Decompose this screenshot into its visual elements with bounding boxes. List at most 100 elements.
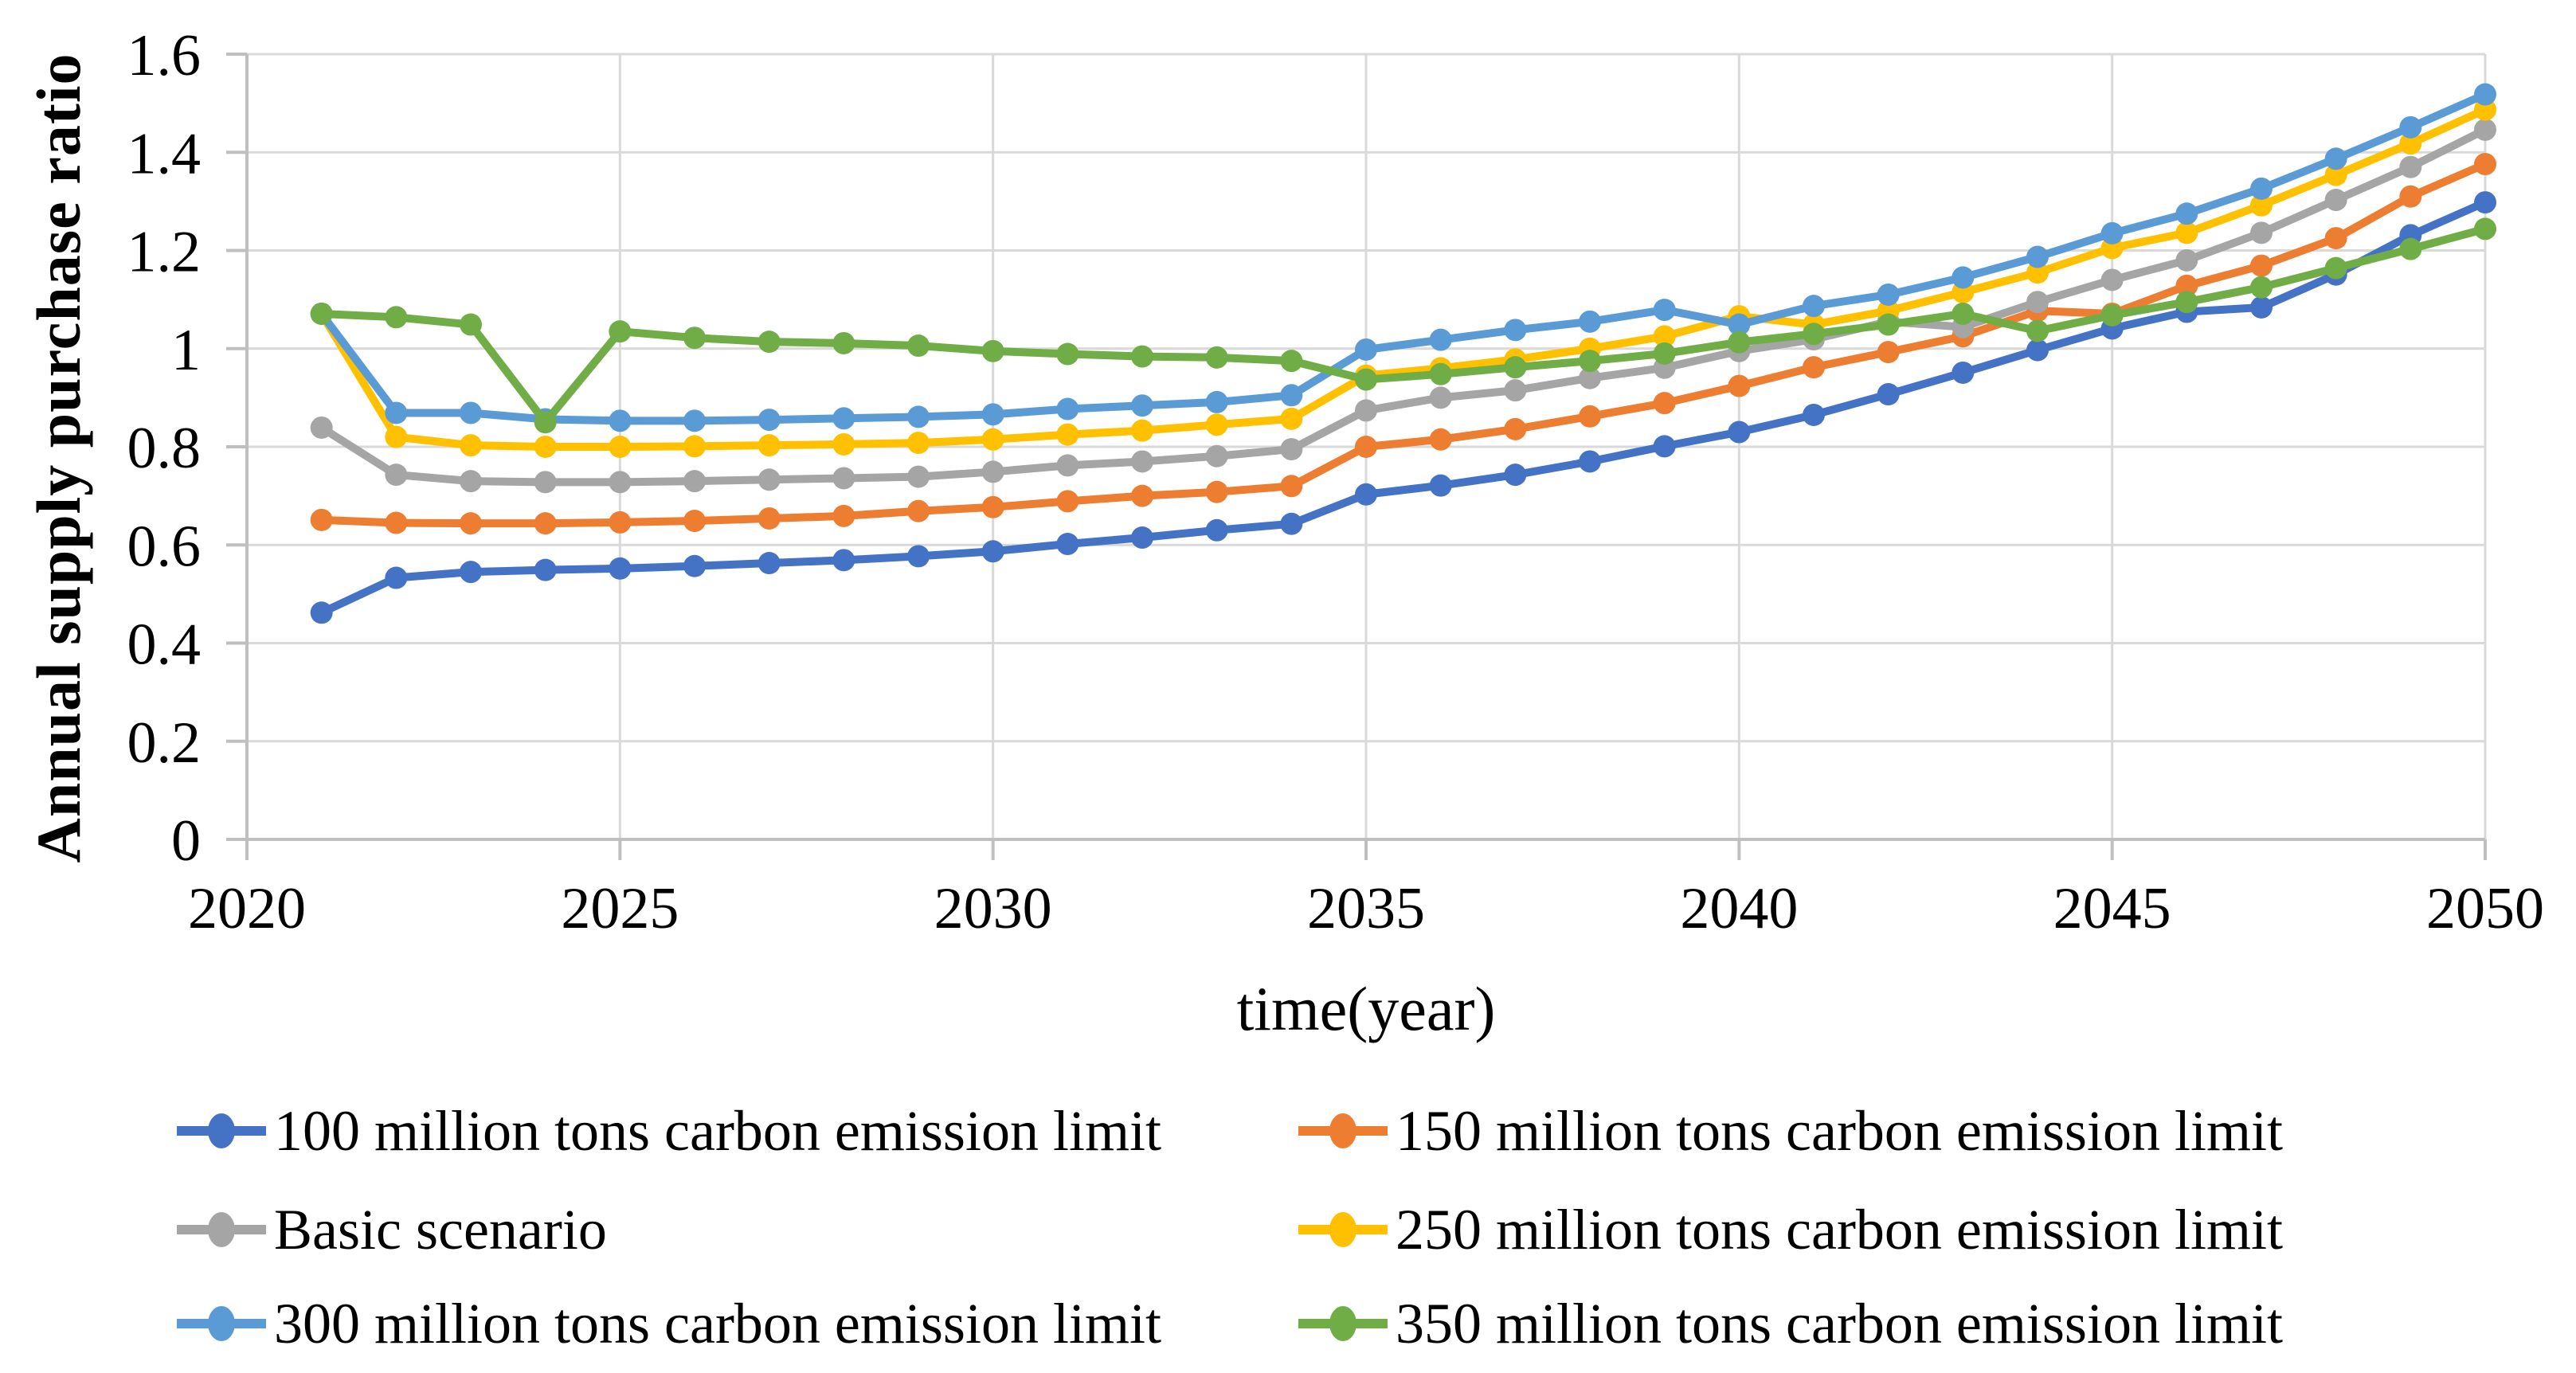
- data-point-250-million-tons-carbon-emission-limit-2039: [1653, 325, 1676, 348]
- data-point-150-million-tons-carbon-emission-limit-2032: [1131, 484, 1153, 507]
- data-point-250-million-tons-carbon-emission-limit-2026: [683, 435, 706, 458]
- data-point-350-million-tons-carbon-emission-limit-2034: [1280, 350, 1303, 373]
- data-point-100-million-tons-carbon-emission-limit-2035: [1355, 483, 1377, 506]
- data-point-150-million-tons-carbon-emission-limit-2022: [385, 511, 408, 534]
- data-point-250-million-tons-carbon-emission-limit-2031: [1056, 423, 1079, 446]
- data-point-100-million-tons-carbon-emission-limit-2026: [683, 554, 706, 577]
- data-point-150-million-tons-carbon-emission-limit-2036: [1429, 428, 1452, 451]
- axes: [226, 53, 2487, 860]
- data-point-300-million-tons-carbon-emission-limit-2038: [1579, 310, 1601, 333]
- data-point-350-million-tons-carbon-emission-limit-2029: [907, 334, 930, 358]
- data-point-basic-scenario-2035: [1355, 399, 1377, 422]
- data-point-100-million-tons-carbon-emission-limit-2034: [1280, 512, 1303, 535]
- data-point-150-million-tons-carbon-emission-limit-2028: [832, 504, 855, 527]
- data-point-350-million-tons-carbon-emission-limit-2033: [1205, 346, 1228, 369]
- y-tick-label-0.4: 0.4: [127, 612, 202, 678]
- series-line-350-million-tons-carbon-emission-limit: [317, 225, 2489, 427]
- data-point-300-million-tons-carbon-emission-limit-2044: [2026, 245, 2049, 268]
- data-point-basic-scenario-2029: [907, 465, 930, 488]
- data-point-250-million-tons-carbon-emission-limit-2047: [2250, 194, 2273, 217]
- data-point-300-million-tons-carbon-emission-limit-2023: [460, 401, 482, 424]
- data-point-150-million-tons-carbon-emission-limit-2050: [2474, 153, 2496, 176]
- data-point-350-million-tons-carbon-emission-limit-2023: [460, 313, 482, 336]
- data-point-350-million-tons-carbon-emission-limit-2028: [832, 331, 855, 354]
- y-tick-label-1: 1: [171, 318, 201, 383]
- data-point-350-million-tons-carbon-emission-limit-2026: [683, 327, 706, 350]
- data-point-150-million-tons-carbon-emission-limit-2042: [1877, 341, 1900, 364]
- data-point-100-million-tons-carbon-emission-limit-2028: [832, 549, 855, 572]
- data-point-300-million-tons-carbon-emission-limit-2042: [1877, 283, 1900, 306]
- data-point-150-million-tons-carbon-emission-limit-2033: [1205, 480, 1228, 503]
- x-tick-label-2040: 2040: [1680, 876, 1798, 941]
- y-tick-label-0: 0: [171, 808, 201, 874]
- data-point-350-million-tons-carbon-emission-limit-2041: [1803, 323, 1825, 346]
- data-point-100-million-tons-carbon-emission-limit-2023: [460, 561, 482, 584]
- data-point-350-million-tons-carbon-emission-limit-2025: [609, 320, 632, 343]
- data-point-100-million-tons-carbon-emission-limit-2042: [1877, 383, 1900, 406]
- data-point-350-million-tons-carbon-emission-limit-2043: [1952, 302, 1975, 325]
- data-point-350-million-tons-carbon-emission-limit-2038: [1579, 350, 1601, 373]
- data-point-150-million-tons-carbon-emission-limit-2026: [683, 510, 706, 533]
- y-tick-label-0.6: 0.6: [127, 514, 202, 579]
- series-100-million-tons-carbon-emission-limit: [310, 191, 2496, 624]
- data-point-250-million-tons-carbon-emission-limit-2027: [758, 434, 781, 457]
- data-point-300-million-tons-carbon-emission-limit-2050: [2474, 83, 2496, 106]
- data-point-100-million-tons-carbon-emission-limit-2044: [2026, 338, 2049, 362]
- data-point-250-million-tons-carbon-emission-limit-2030: [981, 428, 1004, 451]
- data-point-250-million-tons-carbon-emission-limit-2046: [2175, 221, 2198, 244]
- y-tick-label-1.6: 1.6: [127, 23, 202, 88]
- data-point-basic-scenario-2024: [534, 471, 557, 494]
- data-point-100-million-tons-carbon-emission-limit-2031: [1056, 533, 1079, 556]
- data-point-250-million-tons-carbon-emission-limit-2024: [534, 436, 557, 458]
- data-point-350-million-tons-carbon-emission-limit-2027: [758, 331, 781, 354]
- data-point-basic-scenario-2021: [310, 416, 333, 439]
- data-point-300-million-tons-carbon-emission-limit-2048: [2324, 147, 2347, 170]
- data-point-350-million-tons-carbon-emission-limit-2036: [1429, 362, 1452, 385]
- data-point-300-million-tons-carbon-emission-limit-2031: [1056, 397, 1079, 421]
- data-point-150-million-tons-carbon-emission-limit-2023: [460, 512, 482, 535]
- data-point-150-million-tons-carbon-emission-limit-2027: [758, 507, 781, 530]
- data-point-300-million-tons-carbon-emission-limit-2035: [1355, 338, 1377, 361]
- data-point-100-million-tons-carbon-emission-limit-2043: [1952, 361, 1975, 384]
- data-point-150-million-tons-carbon-emission-limit-2038: [1579, 405, 1601, 428]
- x-tick-label-2050: 2050: [2426, 876, 2544, 941]
- data-point-350-million-tons-carbon-emission-limit-2047: [2250, 276, 2273, 299]
- data-point-100-million-tons-carbon-emission-limit-2027: [758, 552, 781, 575]
- data-point-basic-scenario-2046: [2175, 248, 2198, 272]
- data-point-basic-scenario-2026: [683, 470, 706, 493]
- x-axis-title: time(year): [1236, 974, 1496, 1043]
- x-tick-label-2030: 2030: [934, 876, 1052, 941]
- data-point-250-million-tons-carbon-emission-limit-2033: [1205, 413, 1228, 436]
- data-point-100-million-tons-carbon-emission-limit-2029: [907, 545, 930, 568]
- data-point-basic-scenario-2045: [2100, 268, 2124, 291]
- data-point-basic-scenario-2038: [1579, 366, 1601, 389]
- data-point-300-million-tons-carbon-emission-limit-2034: [1280, 384, 1303, 407]
- data-point-300-million-tons-carbon-emission-limit-2030: [981, 403, 1004, 426]
- data-point-300-million-tons-carbon-emission-limit-2040: [1728, 313, 1751, 336]
- data-point-250-million-tons-carbon-emission-limit-2032: [1131, 419, 1153, 442]
- data-point-100-million-tons-carbon-emission-limit-2021: [310, 601, 333, 624]
- data-point-150-million-tons-carbon-emission-limit-2048: [2324, 227, 2347, 250]
- data-point-150-million-tons-carbon-emission-limit-2047: [2250, 254, 2273, 277]
- x-tick-label-2035: 2035: [1307, 876, 1425, 941]
- data-point-250-million-tons-carbon-emission-limit-2028: [832, 432, 855, 456]
- data-point-350-million-tons-carbon-emission-limit-2039: [1653, 342, 1676, 365]
- data-point-350-million-tons-carbon-emission-limit-2049: [2399, 237, 2422, 260]
- data-point-300-million-tons-carbon-emission-limit-2025: [609, 409, 632, 432]
- data-point-100-million-tons-carbon-emission-limit-2039: [1653, 435, 1676, 458]
- x-tick-label-2045: 2045: [2053, 876, 2171, 941]
- data-point-100-million-tons-carbon-emission-limit-2024: [534, 558, 557, 581]
- data-point-basic-scenario-2034: [1280, 438, 1303, 461]
- data-point-350-million-tons-carbon-emission-limit-2042: [1877, 313, 1900, 336]
- data-point-350-million-tons-carbon-emission-limit-2044: [2026, 319, 2049, 342]
- data-point-basic-scenario-2037: [1504, 379, 1527, 402]
- data-point-350-million-tons-carbon-emission-limit-2046: [2175, 291, 2198, 314]
- data-point-100-million-tons-carbon-emission-limit-2033: [1205, 518, 1228, 542]
- data-point-100-million-tons-carbon-emission-limit-2032: [1131, 526, 1153, 550]
- data-point-100-million-tons-carbon-emission-limit-2030: [981, 540, 1004, 563]
- data-point-250-million-tons-carbon-emission-limit-2048: [2324, 163, 2347, 186]
- data-point-basic-scenario-2032: [1131, 450, 1153, 473]
- data-point-300-million-tons-carbon-emission-limit-2026: [683, 409, 706, 432]
